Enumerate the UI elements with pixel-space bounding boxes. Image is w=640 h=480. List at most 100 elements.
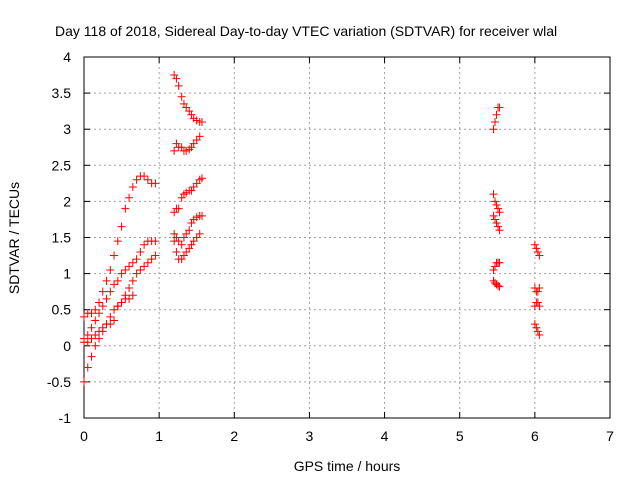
y-tick-label: 2: [63, 193, 71, 209]
data-point: [87, 334, 96, 343]
data-point: [177, 240, 186, 249]
y-tick-label: -0.5: [47, 374, 71, 390]
y-axis-label: SDTVAR / TECUs: [6, 182, 22, 294]
data-point: [95, 334, 104, 343]
data-point: [535, 330, 544, 339]
series-17: [530, 320, 544, 339]
data-point: [170, 146, 179, 155]
data-point: [91, 330, 100, 339]
data-point: [535, 284, 544, 293]
data-point: [87, 309, 96, 318]
data-point: [128, 276, 137, 285]
axis-ticks: 0 1 2 3 4 5 6 7 -1 -0.5 0 0.5 1 1.5 2 2.5 3 3.5 4: [47, 49, 614, 444]
data-point: [151, 237, 160, 246]
data-point: [83, 338, 92, 347]
data-point: [530, 320, 539, 329]
data-point: [495, 103, 504, 112]
data-point: [495, 282, 504, 291]
data-point: [491, 197, 500, 206]
data-point: [83, 363, 92, 372]
series-8: [170, 229, 204, 264]
data-point: [172, 247, 181, 256]
data-point: [491, 117, 500, 126]
data-point: [533, 287, 542, 296]
data-point: [136, 247, 145, 256]
y-tick-label: 3: [63, 121, 71, 137]
y-tick-label: 1.5: [52, 230, 72, 246]
data-point: [489, 125, 498, 134]
data-point: [140, 262, 149, 271]
data-point: [489, 190, 498, 199]
data-point: [492, 201, 501, 210]
data-point: [489, 211, 498, 220]
data-point: [494, 222, 503, 231]
data-point: [494, 204, 503, 213]
data-point: [91, 341, 100, 350]
x-tick-label: 1: [155, 428, 163, 444]
x-tick-label: 5: [456, 428, 464, 444]
data-point: [110, 316, 119, 325]
series-13: [489, 276, 504, 291]
data-point: [179, 190, 188, 199]
y-tick-label: 0: [63, 338, 71, 354]
data-point: [128, 182, 137, 191]
data-point: [179, 251, 188, 260]
data-point: [80, 312, 88, 321]
series-2: [80, 251, 160, 386]
data-point: [113, 302, 122, 311]
x-tick-label: 3: [306, 428, 314, 444]
data-point: [177, 92, 186, 101]
series-16: [530, 298, 544, 311]
y-tick-label: -1: [59, 410, 72, 426]
data-point: [172, 233, 181, 242]
data-point: [147, 255, 156, 264]
data-point: [187, 186, 196, 195]
data-point: [179, 99, 188, 108]
series-14: [530, 240, 544, 260]
data-point: [170, 71, 179, 80]
chart-title: Day 118 of 2018, Sidereal Day-to-day VTE…: [55, 23, 557, 39]
data-point: [128, 258, 137, 267]
data-point: [174, 81, 183, 90]
data-point: [121, 204, 130, 213]
data-point: [125, 193, 134, 202]
data-point: [532, 323, 541, 332]
grid: [84, 57, 610, 418]
data-point: [80, 377, 88, 386]
data-point: [495, 226, 504, 235]
data-point: [530, 240, 539, 249]
data-point: [117, 222, 126, 231]
data-point: [533, 247, 542, 256]
data-point: [132, 269, 141, 278]
data-point: [532, 244, 541, 253]
x-tick-label: 4: [381, 428, 389, 444]
series-11: [489, 211, 504, 235]
plot-frame: [83, 56, 611, 419]
data-point: [106, 312, 115, 321]
data-point: [87, 323, 96, 332]
data-point: [106, 265, 115, 274]
data-point: [95, 327, 104, 336]
data-point: [102, 276, 111, 285]
y-tick-label: 4: [63, 49, 71, 65]
data-point: [91, 316, 100, 325]
data-point: [197, 211, 206, 220]
series-3: [80, 291, 137, 347]
series-9: [489, 103, 504, 134]
data-point: [187, 219, 196, 228]
data-point: [495, 208, 504, 217]
data-point: [106, 287, 115, 296]
series-7: [170, 211, 206, 249]
y-tick-label: 1: [63, 266, 71, 282]
data-point: [170, 208, 179, 217]
data-point: [102, 294, 111, 303]
data-point: [187, 143, 196, 152]
y-tick-label: 0.5: [52, 302, 72, 318]
x-axis-label: GPS time / hours: [294, 458, 401, 474]
series-12: [489, 258, 504, 274]
series-15: [530, 284, 544, 296]
data-point: [91, 305, 100, 314]
data-point: [143, 175, 152, 184]
data-point: [106, 320, 115, 329]
data-point: [83, 330, 92, 339]
